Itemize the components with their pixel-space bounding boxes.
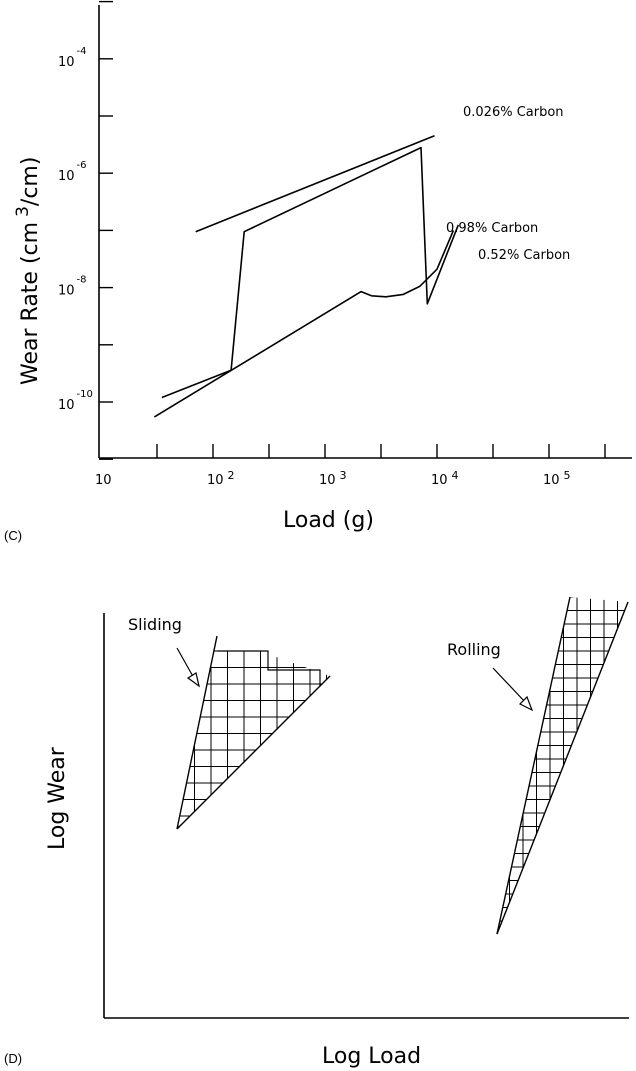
panel-c-wear-rate-chart: 10-4 10-6 10-8 10-10 10 10 2 10 3 10 4 10 5 0.026% C… — [4, 0, 632, 543]
series-label-0026-carbon: 0.026% Carbon — [463, 105, 564, 120]
x-tick-label: 10 — [95, 473, 112, 488]
sliding-region — [176, 635, 331, 830]
panel-tag-c: (C) — [4, 528, 22, 543]
y-tick-label: 10-8 — [58, 275, 87, 299]
panel-d-wear-schematic: Sliding Rolling Log Wear Log Load (D) — [4, 596, 629, 1069]
x-tick-label: 10 3 — [319, 469, 347, 488]
rolling-arrow — [492, 667, 534, 712]
y-tick-label: 10-10 — [58, 389, 93, 413]
y-tick-label: 10-4 — [58, 46, 87, 70]
rolling-left-edge — [496, 596, 571, 935]
tick-labels-c: 10-4 10-6 10-8 10-10 10 10 2 10 3 10 4 10 5 — [58, 46, 571, 488]
sliding-label: Sliding — [128, 615, 182, 634]
series-line-1 — [161, 146, 460, 399]
series-lines-c — [153, 135, 460, 418]
rolling-label: Rolling — [447, 640, 501, 659]
series-label-098-carbon: 0.98% Carbon — [446, 221, 538, 236]
x-axis-label-c: Load (g) — [283, 508, 374, 533]
y-axis-label-c: Wear Rate (cm3/cm) — [13, 157, 43, 385]
rolling-region — [496, 596, 629, 935]
sliding-top-step — [217, 650, 321, 686]
x-tick-label: 10 5 — [543, 469, 571, 488]
y-axis-ticks-c — [99, 0, 113, 460]
series-line-2 — [153, 230, 455, 418]
x-axis-ticks-c — [156, 444, 606, 458]
sliding-upper-edge — [176, 635, 218, 830]
sliding-lower-edge — [176, 675, 331, 830]
panel-tag-d: (D) — [4, 1051, 22, 1066]
series-line-0 — [195, 135, 435, 233]
sliding-arrow — [176, 647, 200, 688]
rolling-right-edge — [496, 601, 629, 935]
series-label-052-carbon: 0.52% Carbon — [478, 248, 570, 263]
x-tick-label: 10 2 — [207, 469, 235, 488]
y-axis-label-d: Log Wear — [45, 746, 70, 850]
x-axis-label-d: Log Load — [322, 1044, 421, 1069]
y-tick-label: 10-6 — [58, 160, 87, 184]
x-tick-label: 10 4 — [431, 469, 459, 488]
